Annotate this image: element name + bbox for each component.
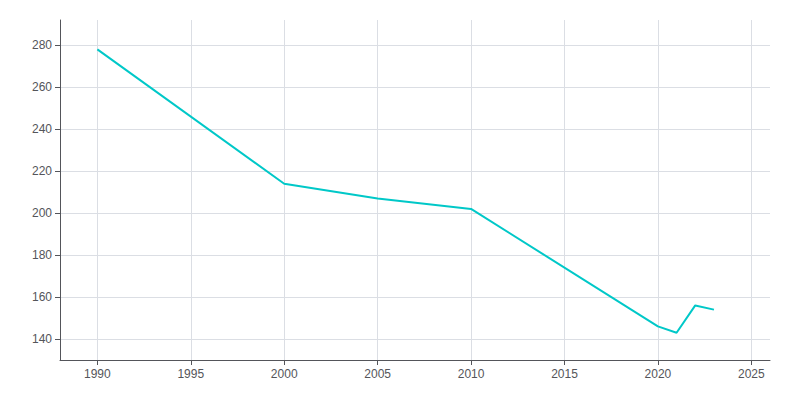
- svg-text:2025: 2025: [738, 367, 765, 381]
- svg-text:280: 280: [32, 38, 52, 52]
- svg-text:180: 180: [32, 248, 52, 262]
- svg-text:220: 220: [32, 164, 52, 178]
- svg-text:2015: 2015: [551, 367, 578, 381]
- svg-text:2000: 2000: [271, 367, 298, 381]
- svg-text:160: 160: [32, 290, 52, 304]
- svg-text:260: 260: [32, 80, 52, 94]
- svg-text:1990: 1990: [84, 367, 111, 381]
- svg-text:2010: 2010: [458, 367, 485, 381]
- svg-text:2020: 2020: [645, 367, 672, 381]
- svg-text:240: 240: [32, 122, 52, 136]
- svg-text:1995: 1995: [177, 367, 204, 381]
- svg-text:200: 200: [32, 206, 52, 220]
- svg-text:140: 140: [32, 332, 52, 346]
- svg-text:2005: 2005: [364, 367, 391, 381]
